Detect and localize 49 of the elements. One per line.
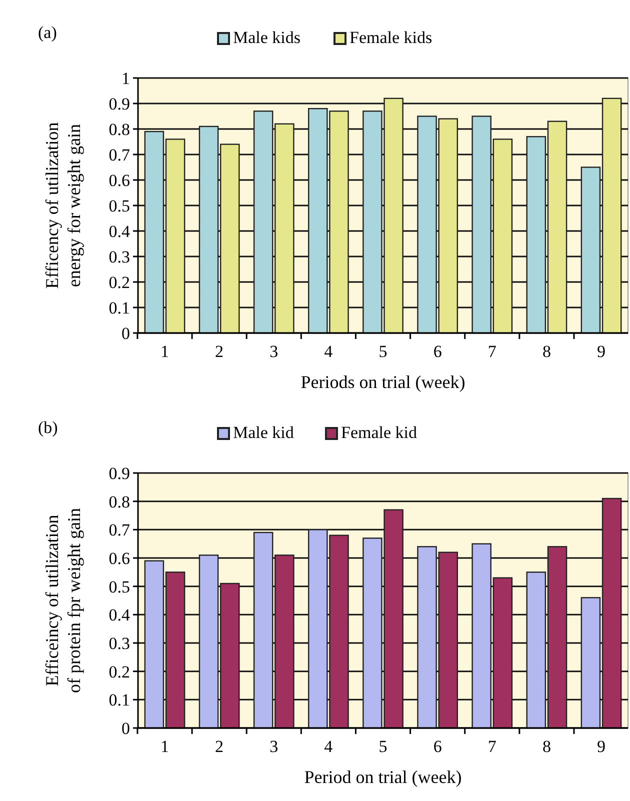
y-tick-label: 0.9 [108, 94, 130, 114]
x-tick-label: 8 [542, 737, 551, 756]
x-axis-title: Periods on trial (week) [300, 372, 466, 392]
x-tick-label: 9 [597, 737, 606, 756]
x-axis-title: Period on trial (week) [304, 767, 462, 787]
y-tick-label: 0.6 [108, 549, 130, 568]
y-tick-label: 0.5 [108, 577, 130, 596]
y-tick-label: 0.9 [108, 464, 130, 483]
x-tick-label: 8 [542, 342, 551, 361]
x-tick-label: 1 [160, 342, 169, 361]
y-tick-label: 0.4 [108, 606, 130, 625]
y-tick-label: 0.8 [108, 492, 130, 512]
x-tick-label: 6 [433, 342, 442, 361]
y-tick-label: 0 [122, 719, 130, 738]
x-tick-label: 9 [597, 342, 606, 361]
y-tick-label: 0.5 [108, 196, 130, 216]
y-axis-title: Efficency of utilization energy for weight gain [42, 122, 84, 289]
y-tick-label: 0.1 [108, 298, 130, 318]
x-tick-label: 2 [215, 737, 224, 756]
x-tick-label: 4 [324, 342, 334, 361]
legend-label: Female kids [350, 28, 432, 47]
legend-label: Male kids [233, 28, 301, 47]
x-tick-label: 7 [488, 342, 497, 361]
y-tick-label: 0.3 [108, 248, 130, 266]
y-tick-label: 1 [122, 69, 130, 88]
x-tick-label: 3 [270, 342, 278, 361]
legend-label: Female kid [341, 423, 418, 442]
y-tick-label: 0.4 [108, 222, 130, 241]
y-tick-label: 0.1 [108, 690, 130, 710]
y-tick-label: 0 [122, 324, 130, 343]
x-tick-label: 7 [488, 737, 497, 756]
x-tick-label: 5 [378, 342, 388, 361]
y-tick-label: 0.7 [108, 520, 130, 540]
y-tick-label: 0.8 [108, 120, 130, 139]
y-tick-label: 0.7 [108, 146, 130, 164]
x-tick-label: 3 [270, 737, 278, 756]
chart-title: (a) [38, 23, 57, 42]
x-tick-label: 2 [215, 342, 224, 361]
x-tick-label: 5 [378, 737, 388, 756]
y-axis-title: Efficeincy of utilization of protein fpr weight gain [42, 508, 84, 693]
legend-label: Male kid [233, 423, 294, 442]
x-tick-label: 4 [324, 737, 334, 756]
chart-title: (b) [38, 418, 58, 437]
x-tick-label: 1 [160, 737, 169, 756]
y-tick-label: 0.3 [108, 634, 130, 653]
y-tick-label: 0.2 [108, 273, 130, 292]
y-tick-label: 0.2 [108, 662, 130, 682]
x-tick-label: 6 [433, 737, 442, 756]
y-tick-label: 0.6 [108, 171, 130, 190]
